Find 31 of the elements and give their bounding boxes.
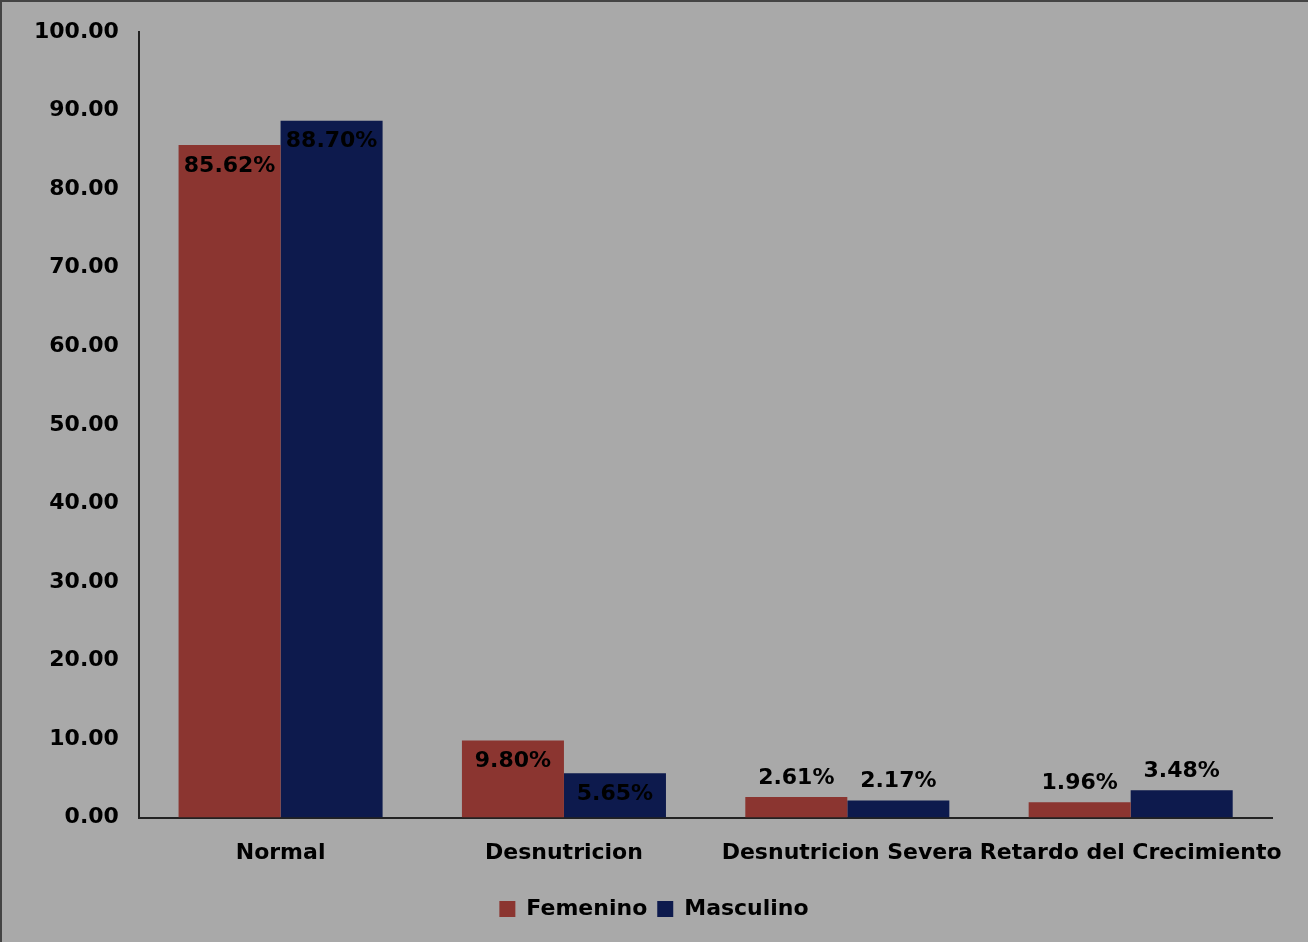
data-label: 85.62% [183, 151, 276, 177]
data-label: 3.48% [1143, 756, 1220, 782]
y-tick-label: 40.00 [49, 489, 119, 515]
bar [178, 144, 281, 818]
x-tick-label: Normal [235, 838, 326, 864]
bar [1130, 790, 1233, 818]
data-label: 2.17% [860, 767, 937, 793]
data-label: 88.70% [285, 127, 378, 153]
y-tick-label: 70.00 [49, 253, 119, 279]
data-label: 2.61% [758, 763, 835, 789]
bar [1028, 802, 1131, 818]
legend-label: Femenino [526, 894, 648, 920]
y-tick-label: 0.00 [64, 803, 119, 829]
y-tick-label: 30.00 [49, 567, 119, 593]
y-tick-label: 60.00 [49, 331, 119, 357]
x-tick-label: Retardo del Crecimiento [979, 838, 1282, 864]
bar [847, 800, 950, 818]
y-tick-label: 90.00 [49, 96, 119, 122]
y-tick-label: 50.00 [49, 410, 119, 436]
x-tick-label: Desnutricion [485, 838, 643, 864]
y-tick-label: 80.00 [49, 174, 119, 200]
y-tick-label: 100.00 [33, 17, 119, 43]
data-label: 9.80% [474, 747, 552, 773]
y-tick-label: 20.00 [49, 646, 119, 672]
legend-label: Masculino [684, 894, 809, 920]
y-tick-label: 10.00 [49, 724, 119, 750]
x-tick-label: Desnutricion Severa [721, 838, 973, 864]
bar [280, 120, 383, 818]
data-label: 1.96% [1041, 768, 1118, 794]
data-label: 5.65% [576, 779, 654, 805]
bar [745, 797, 848, 818]
